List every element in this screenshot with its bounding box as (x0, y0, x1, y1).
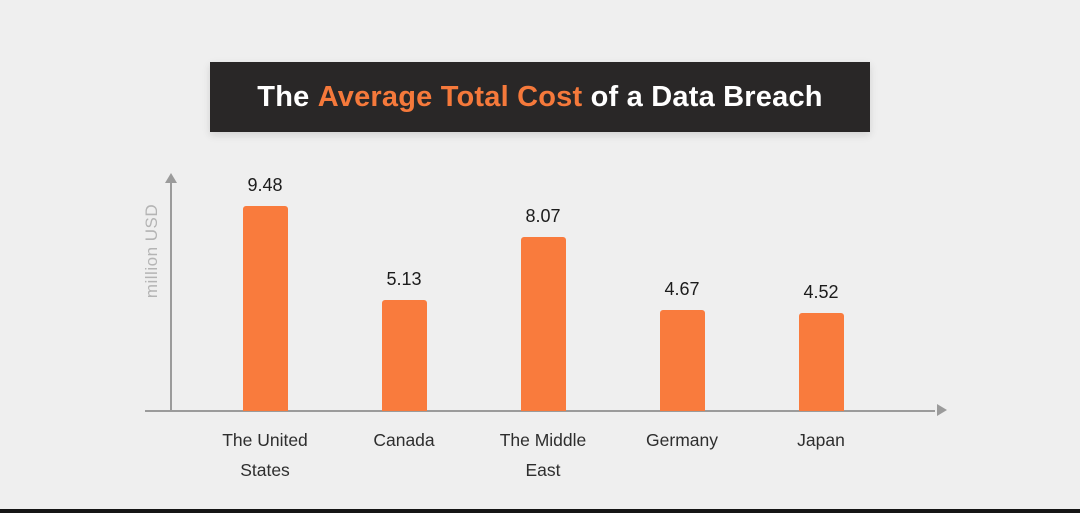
bar-value-label: 4.67 (664, 279, 700, 299)
bottom-border (0, 509, 1080, 513)
bar-category-label: The Middle East (499, 430, 587, 481)
x-axis (145, 410, 935, 412)
title-accent: Average Total Cost (317, 80, 583, 113)
bar-category-label: The United States (222, 430, 308, 481)
title-prefix: The (257, 80, 318, 113)
bar-value-label: 8.07 (525, 206, 561, 226)
bar (242, 206, 288, 411)
bar (659, 310, 705, 411)
y-axis (170, 183, 172, 411)
bar (381, 300, 427, 411)
title-suffix: of a Data Breach (582, 80, 823, 113)
x-axis-arrow-icon (937, 404, 947, 416)
bar-category-label: Germany (646, 430, 718, 450)
bar-category-label: Japan (797, 430, 845, 450)
bar-value-label: 9.48 (247, 175, 283, 195)
title-banner: The Average Total Cost of a Data Breach (210, 62, 870, 132)
y-axis-label: million USD (142, 203, 161, 299)
y-axis-arrow-icon (165, 173, 177, 183)
bar-value-label: 5.13 (386, 269, 422, 289)
bar (798, 313, 844, 411)
bar-chart: million USD 9.48 The United States 5.13 Can… (142, 173, 947, 480)
bar-category-label: Canada (373, 430, 435, 450)
bar (520, 237, 566, 411)
bar-value-label: 4.52 (803, 282, 839, 302)
